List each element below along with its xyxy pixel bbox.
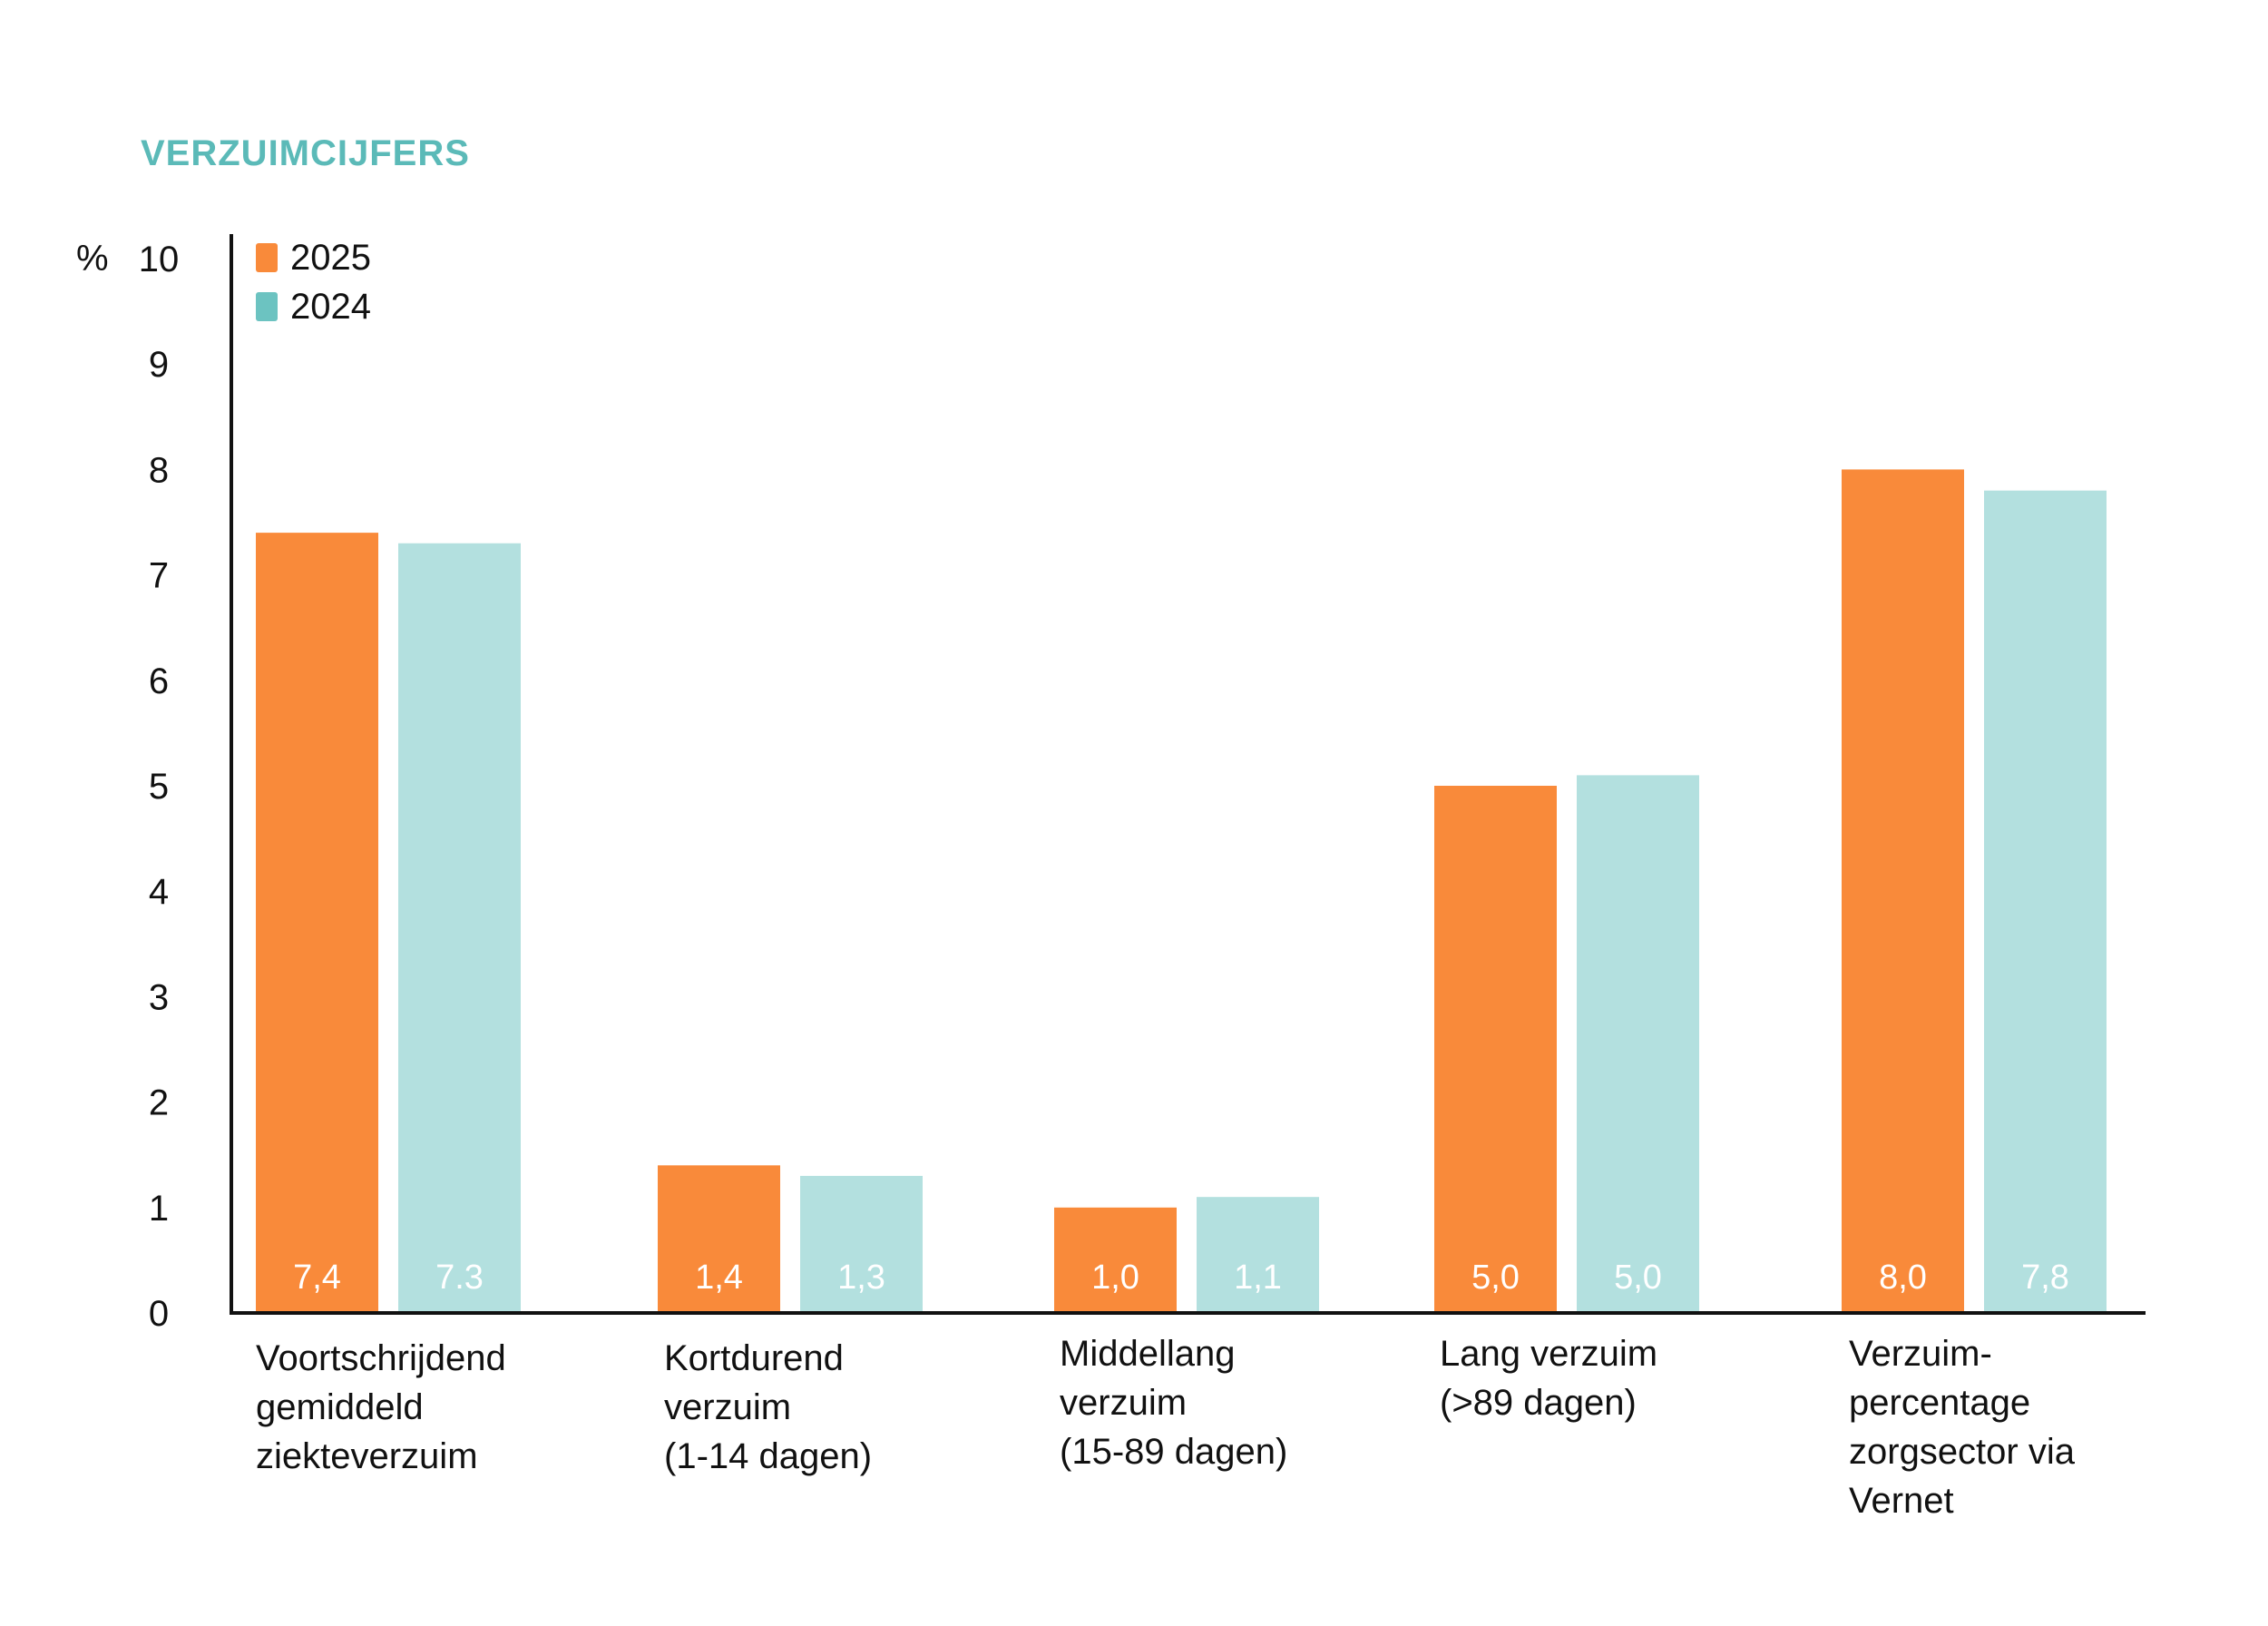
bar-2024-3 (1197, 1197, 1319, 1313)
legend: 2025 2024 (256, 238, 371, 327)
category-label-5: Verzuim-percentage zorgsector via Vernet (1849, 1334, 2076, 1521)
y-tick-label: 0 (149, 1294, 169, 1334)
bar-value-label: 1,0 (1091, 1259, 1139, 1297)
category-label-line: gemiddeld (256, 1387, 424, 1427)
y-axis-ticks: 0 1 2 3 4 5 6 7 8 9 10 (139, 240, 180, 1334)
chart-title: VERZUIMCIJFERS (141, 133, 470, 173)
category-label-line: (1-14 dagen) (664, 1436, 872, 1476)
category-labels: Voortschrijdend gemiddeld ziekteverzuim Kor… (256, 1334, 2076, 1521)
y-tick-label: 1 (149, 1189, 169, 1229)
bar-value-label: 7.3 (435, 1259, 484, 1297)
bar-2024-5 (1984, 490, 2107, 1313)
bar-value-label: 1,4 (695, 1259, 743, 1297)
bar-2025-1 (256, 533, 378, 1313)
bar-value-label: 7,8 (2021, 1259, 2069, 1297)
category-label-line: verzuim (664, 1387, 791, 1427)
category-label-4: Lang verzuim (>89 dagen) (1440, 1334, 1657, 1423)
legend-label-2024: 2024 (290, 287, 371, 327)
category-label-line: Voortschrijdend (256, 1338, 506, 1378)
bars-group: 7,4 1,4 1,0 5,0 8,0 7.3 1,3 1,1 5,0 7,8 (256, 469, 2107, 1313)
y-tick-label: 6 (149, 661, 169, 701)
bar-2025-4 (1434, 786, 1557, 1313)
category-label-line: percentage (1849, 1383, 2030, 1423)
category-label-line: Middellang (1060, 1334, 1235, 1374)
category-label-line: Lang verzuim (1440, 1334, 1657, 1374)
bar-value-label: 1,1 (1234, 1259, 1282, 1297)
category-label-line: Kortdurend (664, 1338, 844, 1378)
category-label-line: ziekteverzuim (256, 1436, 478, 1476)
bar-value-label: 5,0 (1471, 1259, 1520, 1297)
y-tick-label: 8 (149, 450, 169, 490)
bar-2025-3 (1054, 1207, 1177, 1313)
category-label-line: (>89 dagen) (1440, 1383, 1637, 1423)
bar-2024-2 (800, 1175, 923, 1313)
legend-swatch-2025 (256, 243, 278, 272)
y-tick-label: 4 (149, 872, 169, 912)
y-axis-unit-label: % (76, 239, 109, 279)
category-label-line: verzuim (1060, 1383, 1187, 1423)
bar-2024-1 (398, 543, 521, 1313)
bar-2025-5 (1842, 469, 1964, 1313)
bar-value-label: 1,3 (837, 1259, 885, 1297)
legend-label-2025: 2025 (290, 238, 371, 278)
category-label-line: zorgsector via (1849, 1432, 2076, 1472)
legend-swatch-2024 (256, 292, 278, 321)
bar-2024-4 (1577, 775, 1699, 1313)
y-tick-label: 3 (149, 977, 169, 1017)
category-label-2: Kortdurend verzuim (1-14 dagen) (664, 1338, 872, 1476)
bar-value-label: 7,4 (293, 1259, 341, 1297)
category-label-line: (15-89 dagen) (1060, 1432, 1287, 1472)
y-tick-label: 7 (149, 556, 169, 596)
category-label-3: Middellang verzuim (15-89 dagen) (1060, 1334, 1287, 1472)
y-tick-label: 2 (149, 1083, 169, 1123)
category-label-line: Vernet (1849, 1481, 1954, 1521)
bar-2025-2 (658, 1165, 780, 1313)
y-tick-label: 9 (149, 345, 169, 385)
category-label-1: Voortschrijdend gemiddeld ziekteverzuim (256, 1338, 506, 1476)
bar-value-label: 8,0 (1879, 1259, 1927, 1297)
bar-value-label: 5,0 (1614, 1259, 1662, 1297)
y-tick-label: 5 (149, 767, 169, 807)
y-tick-label: 10 (139, 240, 180, 279)
category-label-line: Verzuim- (1849, 1334, 1992, 1374)
